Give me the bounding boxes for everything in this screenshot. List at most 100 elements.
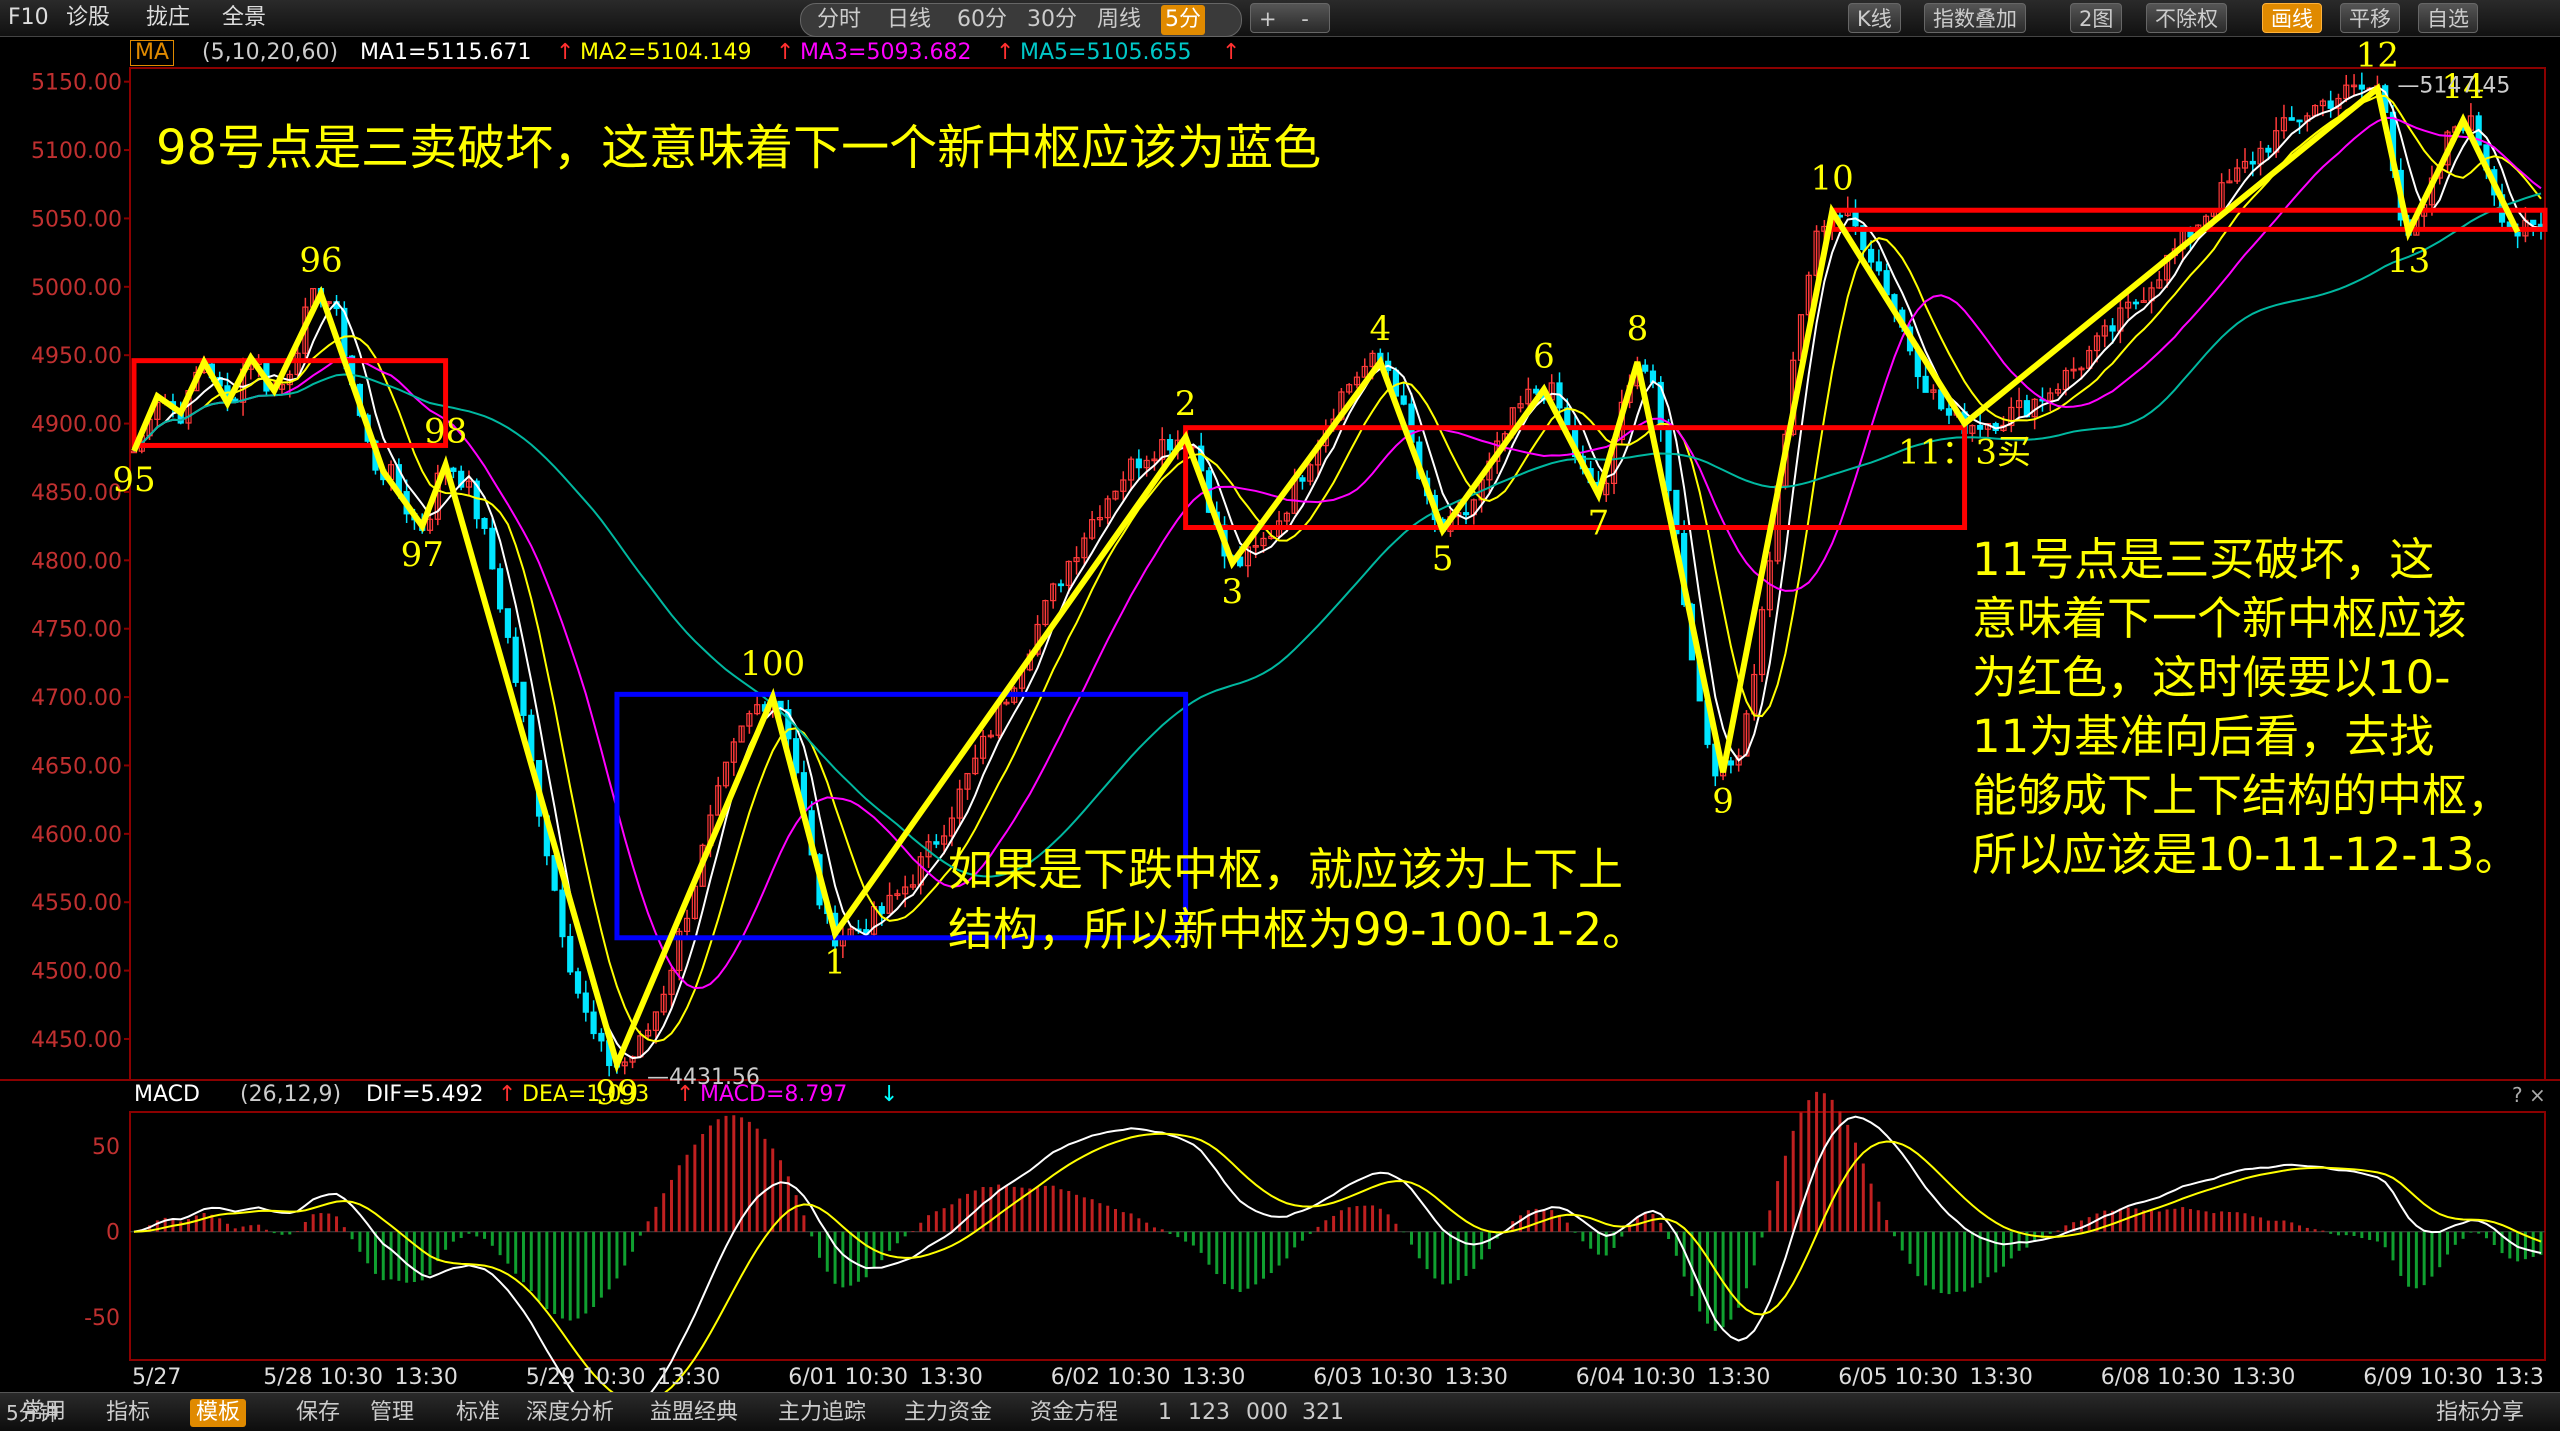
candle-body <box>1977 425 1984 430</box>
candle-body <box>1353 376 1361 386</box>
candle-body <box>2093 335 2101 352</box>
middle-note-line: 如果是下跌中枢，就应该为上下上 <box>948 843 1624 896</box>
macd-tick-label: 0 <box>106 1221 120 1246</box>
candle-body <box>1135 458 1142 469</box>
tab-main-force-funds[interactable]: 主力资金 <box>904 1400 993 1425</box>
candle-body <box>1361 365 1368 378</box>
zigzag-point-label: 14 <box>2441 67 2484 107</box>
candle-body <box>964 772 971 790</box>
macd-tick-label: 50 <box>92 1135 120 1160</box>
no-adjust-button[interactable]: 不除权 <box>2146 3 2227 33</box>
candle-body <box>465 480 473 488</box>
candle-body <box>683 917 691 932</box>
price-tick-label: 4900.00 <box>31 413 122 438</box>
candle-body <box>2070 368 2077 372</box>
page-number[interactable]: 123 <box>1188 1400 1230 1425</box>
candle-body <box>1517 403 1524 409</box>
ma-selector[interactable]: MA <box>130 40 175 66</box>
candle-body <box>1969 425 1976 434</box>
macd-close-buttons[interactable]: ? × <box>2512 1083 2546 1107</box>
candle-body <box>1260 537 1267 547</box>
candle-body <box>2047 392 2054 402</box>
candle-body <box>1057 583 1065 587</box>
zigzag-point-label: 98 <box>424 412 467 452</box>
candle-body <box>2343 84 2350 100</box>
ma5-arrow: ↑ <box>1222 40 1241 65</box>
zigzag-point-label: 12 <box>2356 36 2399 76</box>
price-tick-label: 4450.00 <box>31 1028 122 1053</box>
indicator-share-button[interactable]: 指标分享 <box>2436 1400 2525 1425</box>
tab-manage[interactable]: 管理 <box>370 1400 415 1425</box>
candle-body <box>458 470 465 488</box>
time-tick-label: 13:30 <box>657 1365 720 1390</box>
ma1-arrow: ↑ <box>556 40 575 65</box>
candle-body <box>972 757 979 775</box>
candle-body <box>1945 408 1953 416</box>
macd-indicator-bar: MACD (26,12,9) DIF=5.492 ↑ DEA=1.093 ↑ M… <box>0 1080 2560 1110</box>
tab-save[interactable]: 保存 <box>296 1400 341 1425</box>
period-30min[interactable]: 30分 <box>1027 7 1077 32</box>
candle-body <box>1813 230 1820 276</box>
panorama-button[interactable]: 全景 <box>222 5 267 30</box>
candle-body <box>1166 439 1174 451</box>
kline-chart[interactable]: 5150.00 5100.00 5050.00 5000.00 4950.00 4900.… <box>0 0 2560 1392</box>
right-note-line: 所以应该是10-11-12-13。 <box>1972 828 2520 881</box>
candle-body <box>450 467 457 472</box>
zigzag-point-label: 13 <box>2387 241 2430 281</box>
macd-selector[interactable]: MACD <box>134 1082 200 1107</box>
candle-body <box>1673 489 1680 535</box>
tab-main-force-track[interactable]: 主力追踪 <box>778 1400 867 1425</box>
tab-indicator[interactable]: 指标 <box>106 1400 151 1425</box>
candle-body <box>754 704 761 715</box>
middle-note-line: 结构，所以新中枢为99-100-1-2。 <box>948 903 1648 956</box>
pan-button[interactable]: 平移 <box>2340 3 2400 33</box>
tab-deep-analysis[interactable]: 深度分析 <box>526 1400 615 1425</box>
tab-common[interactable]: 常用 <box>22 1399 67 1424</box>
candle-body <box>676 930 683 972</box>
candle-body <box>1642 364 1649 372</box>
tab-classic[interactable]: 益盟经典 <box>650 1400 739 1425</box>
dealer-button[interactable]: 拢庄 <box>146 5 191 30</box>
watchlist-button[interactable]: 自选 <box>2418 3 2478 33</box>
candle-body <box>1462 512 1470 516</box>
tab-fund-equation[interactable]: 资金方程 <box>1030 1400 1119 1425</box>
candle-body <box>520 681 527 716</box>
time-tick-label: 6/03 10:30 <box>1313 1365 1433 1390</box>
tab-template[interactable]: 模板 <box>190 1399 247 1427</box>
period-weekly[interactable]: 周线 <box>1097 7 1142 32</box>
candle-body <box>645 1029 652 1037</box>
candle-body <box>2140 300 2147 303</box>
period-5min[interactable]: 5分 <box>1161 5 1205 35</box>
zoom-in-button[interactable]: + <box>1259 7 1277 31</box>
diagnose-button[interactable]: 诊股 <box>66 5 111 30</box>
candle-body <box>1089 519 1096 539</box>
ma60-line <box>133 192 2542 878</box>
candle-body <box>1299 477 1306 482</box>
index-overlay-button[interactable]: 指数叠加 <box>1924 3 2026 33</box>
macd-value: MACD=8.797 <box>700 1082 848 1107</box>
f10-button[interactable]: F10 <box>8 5 49 30</box>
ma2-arrow: ↑ <box>776 40 795 65</box>
page-number[interactable]: 321 <box>1302 1400 1344 1425</box>
period-daily[interactable]: 日线 <box>887 7 932 32</box>
price-tick-label: 4750.00 <box>31 618 122 643</box>
zigzag-point-label: 8 <box>1627 309 1649 349</box>
candle-body <box>426 518 434 531</box>
draw-line-button[interactable]: 画线 <box>2262 3 2322 33</box>
page-number[interactable]: 000 <box>1246 1400 1288 1425</box>
period-60min[interactable]: 60分 <box>957 7 1007 32</box>
zigzag-point-label: 4 <box>1370 309 1392 349</box>
zigzag-point-label: 95 <box>112 460 155 500</box>
candle-body <box>582 992 589 1013</box>
zoom-out-button[interactable]: - <box>1301 7 1309 31</box>
candle-body <box>1073 557 1080 563</box>
time-tick-label: 6/08 10:30 <box>2101 1365 2221 1390</box>
kline-button[interactable]: K线 <box>1848 3 1901 33</box>
candle-body <box>1065 560 1072 586</box>
price-tick-label: 5100.00 <box>31 139 122 164</box>
tab-standard[interactable]: 标准 <box>456 1400 501 1425</box>
period-intraday[interactable]: 分时 <box>817 7 862 32</box>
candle-body <box>1151 458 1158 462</box>
two-chart-button[interactable]: 2图 <box>2070 3 2123 33</box>
page-number[interactable]: 1 <box>1158 1400 1172 1425</box>
